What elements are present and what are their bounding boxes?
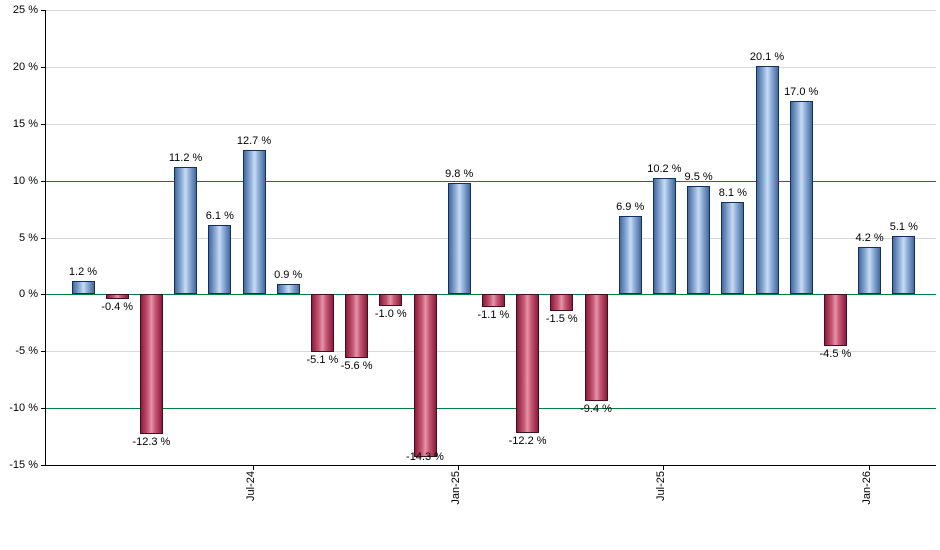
x-axis-tick-mark	[458, 465, 460, 470]
positive-bar	[276, 284, 300, 295]
negative-bar	[345, 294, 369, 359]
y-axis-tick-label: 0 %	[19, 288, 38, 301]
y-axis-tick-mark	[41, 294, 45, 296]
bar-value-label: -1.1 %	[477, 308, 510, 321]
bar-value-label: -12.3 %	[132, 436, 171, 449]
bar-value-label: 8.1 %	[718, 187, 747, 200]
negative-bar	[310, 294, 334, 353]
positive-bar	[618, 215, 642, 295]
bar-value-label: 12.7 %	[236, 134, 272, 147]
bar-value-label: 0.9 %	[274, 269, 303, 282]
y-axis-tick-label: 15 %	[12, 117, 38, 130]
negative-bar	[823, 294, 847, 346]
negative-bar	[550, 294, 574, 312]
negative-bar	[516, 294, 540, 434]
y-axis-tick-label: 20 %	[12, 60, 38, 73]
bar-value-label: 6.1 %	[205, 209, 234, 222]
positive-bar	[721, 202, 745, 295]
x-axis-tick-label: Jan-25	[450, 471, 463, 505]
plot-area: 1.2 % -0.4 % -12.3 % 11.2 % 6.1 % 12.7 % 0.9 %…	[45, 10, 936, 466]
y-axis-tick-label: -10 %	[9, 402, 38, 415]
positive-bar	[208, 224, 232, 295]
x-axis-tick-mark	[663, 465, 665, 470]
positive-bar	[652, 178, 676, 295]
bar-value-label: -5.6 %	[340, 360, 373, 373]
negative-bar	[379, 294, 403, 306]
y-axis-tick-label: 25 %	[12, 4, 38, 16]
bar-value-label: 10.2 %	[647, 163, 682, 176]
bar-value-label: 6.9 %	[616, 200, 645, 213]
gridline	[46, 351, 936, 353]
negative-bar	[481, 294, 505, 307]
positive-bar	[858, 246, 882, 295]
y-axis-tick-mark	[41, 237, 45, 239]
y-axis-tick-label: 5 %	[19, 231, 38, 244]
x-axis-tick-label: Jan-26	[860, 471, 873, 505]
bar-value-label: 4.2 %	[855, 231, 884, 244]
x-axis-tick-mark	[868, 465, 870, 470]
y-axis-tick-mark	[41, 66, 45, 68]
y-axis-tick-label: -5 %	[15, 345, 38, 358]
positive-bar	[687, 186, 711, 295]
positive-bar	[892, 236, 916, 295]
y-axis-tick-mark	[41, 180, 45, 182]
y-axis-tick-mark	[41, 465, 45, 466]
bar-value-label: -14.3 %	[406, 451, 444, 463]
y-axis-tick-mark	[41, 123, 45, 125]
bar-value-label: -9.4 %	[580, 403, 612, 416]
x-axis-tick-mark	[253, 465, 254, 470]
negative-bar	[105, 294, 129, 299]
positive-bar	[789, 101, 813, 295]
bar-value-label: -4.5 %	[819, 347, 852, 360]
gridline	[46, 123, 936, 125]
bar-value-label: -1.0 %	[374, 307, 407, 320]
positive-bar	[755, 65, 779, 295]
bar-value-label: 5.1 %	[889, 221, 918, 234]
bar-value-label: 20.1 %	[749, 50, 785, 63]
positive-bar	[242, 149, 266, 295]
y-axis-tick-mark	[41, 10, 45, 11]
bar-value-label: -12.2 %	[508, 435, 547, 448]
negative-bar	[413, 294, 437, 458]
bar-value-label: -5.1 %	[306, 354, 339, 367]
negative-bar	[584, 294, 608, 402]
bar-value-label: 17.0 %	[784, 86, 819, 98]
positive-bar	[447, 182, 471, 295]
y-axis-tick-mark	[41, 408, 45, 410]
gridline	[46, 237, 936, 239]
reference-line	[46, 408, 936, 410]
gridline	[46, 66, 936, 68]
bar-value-label: 1.2 %	[68, 265, 98, 278]
gridline	[46, 10, 936, 11]
positive-bar	[174, 166, 198, 295]
bar-value-label: -1.5 %	[545, 313, 578, 326]
bar-value-label: -0.4 %	[101, 300, 134, 313]
y-axis-tick-label: 10 %	[12, 174, 38, 187]
bar-value-label: 11.2 %	[168, 151, 203, 164]
bar-value-label: 9.5 %	[684, 171, 713, 184]
bar-value-label: 9.8 %	[445, 167, 474, 180]
y-axis-tick-mark	[41, 351, 45, 353]
positive-bar	[71, 280, 95, 295]
reference-line	[46, 180, 936, 182]
y-axis-tick-label: -15 %	[9, 459, 38, 471]
x-axis-tick-label: Jul-24	[245, 471, 257, 501]
x-axis-tick-label: Jul-25	[655, 471, 668, 501]
negative-bar	[139, 294, 163, 435]
